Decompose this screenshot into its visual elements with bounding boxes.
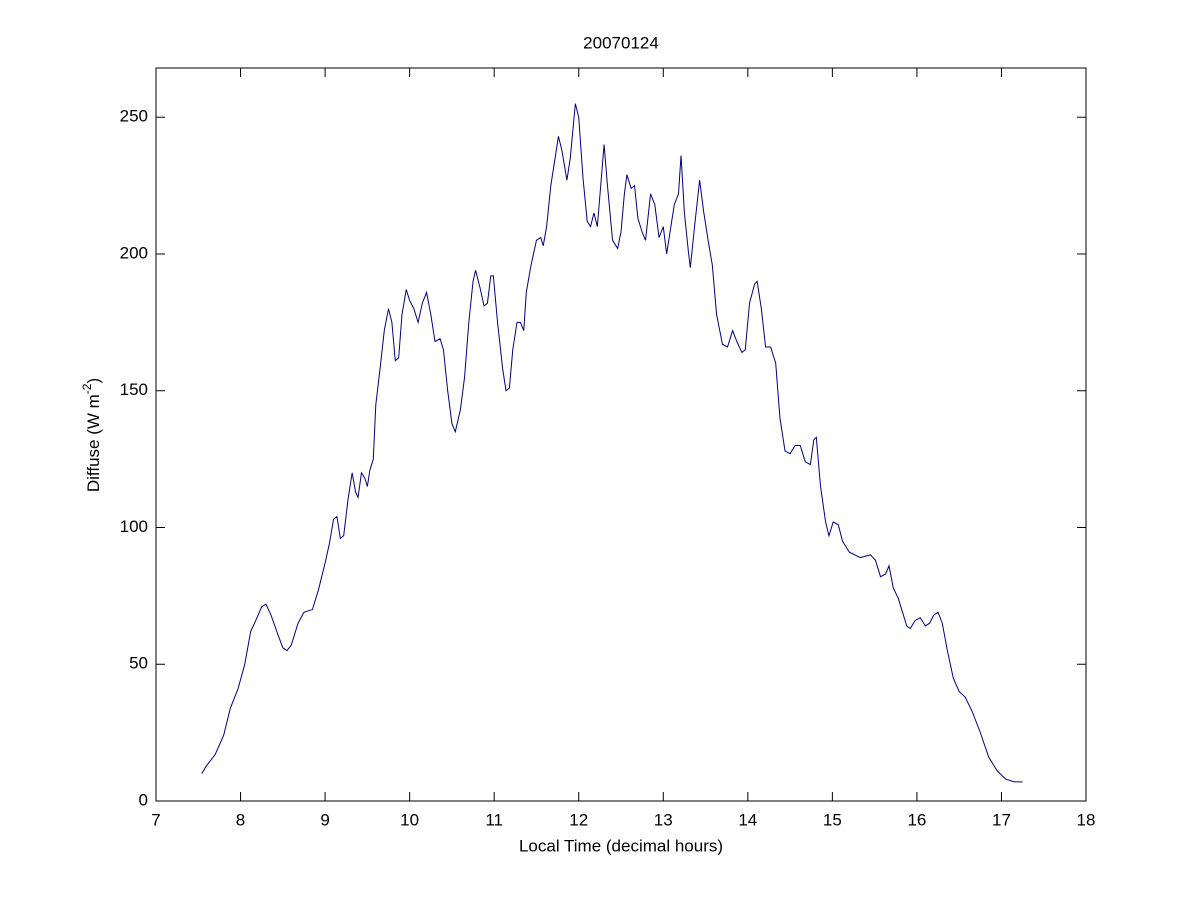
plot-frame: [155, 67, 1087, 802]
x-tick-label: 8: [236, 810, 245, 829]
y-tick-label: 100: [120, 517, 148, 536]
x-axis-label: Local Time (decimal hours): [519, 836, 723, 855]
y-tick-label: 50: [129, 654, 148, 673]
y-axis-label-end: ): [84, 378, 103, 384]
x-tick-label: 16: [907, 810, 926, 829]
y-axis-label-sup: -2: [80, 383, 94, 394]
x-tick-label: 9: [320, 810, 329, 829]
x-tick-label: 7: [151, 810, 160, 829]
x-tick-label: 12: [569, 810, 588, 829]
y-tick-label: 200: [120, 243, 148, 262]
x-tick-label: 11: [485, 810, 503, 829]
x-tick-label: 10: [400, 810, 419, 829]
y-tick-label: 250: [120, 107, 148, 126]
y-axis-label-main: Diffuse (W m: [84, 394, 103, 492]
x-tick-label: 15: [823, 810, 842, 829]
x-tick-label: 14: [738, 810, 757, 829]
chart-title: 20070124: [583, 33, 659, 52]
y-tick-label: 0: [139, 790, 148, 809]
x-tick-label: 18: [1077, 810, 1096, 829]
data-line: [201, 103, 1023, 783]
y-tick-label: 150: [120, 380, 148, 399]
x-tick-label: 13: [654, 810, 673, 829]
y-axis-label: Diffuse (W m-2): [80, 378, 103, 492]
x-tick-label: 17: [992, 810, 1011, 829]
